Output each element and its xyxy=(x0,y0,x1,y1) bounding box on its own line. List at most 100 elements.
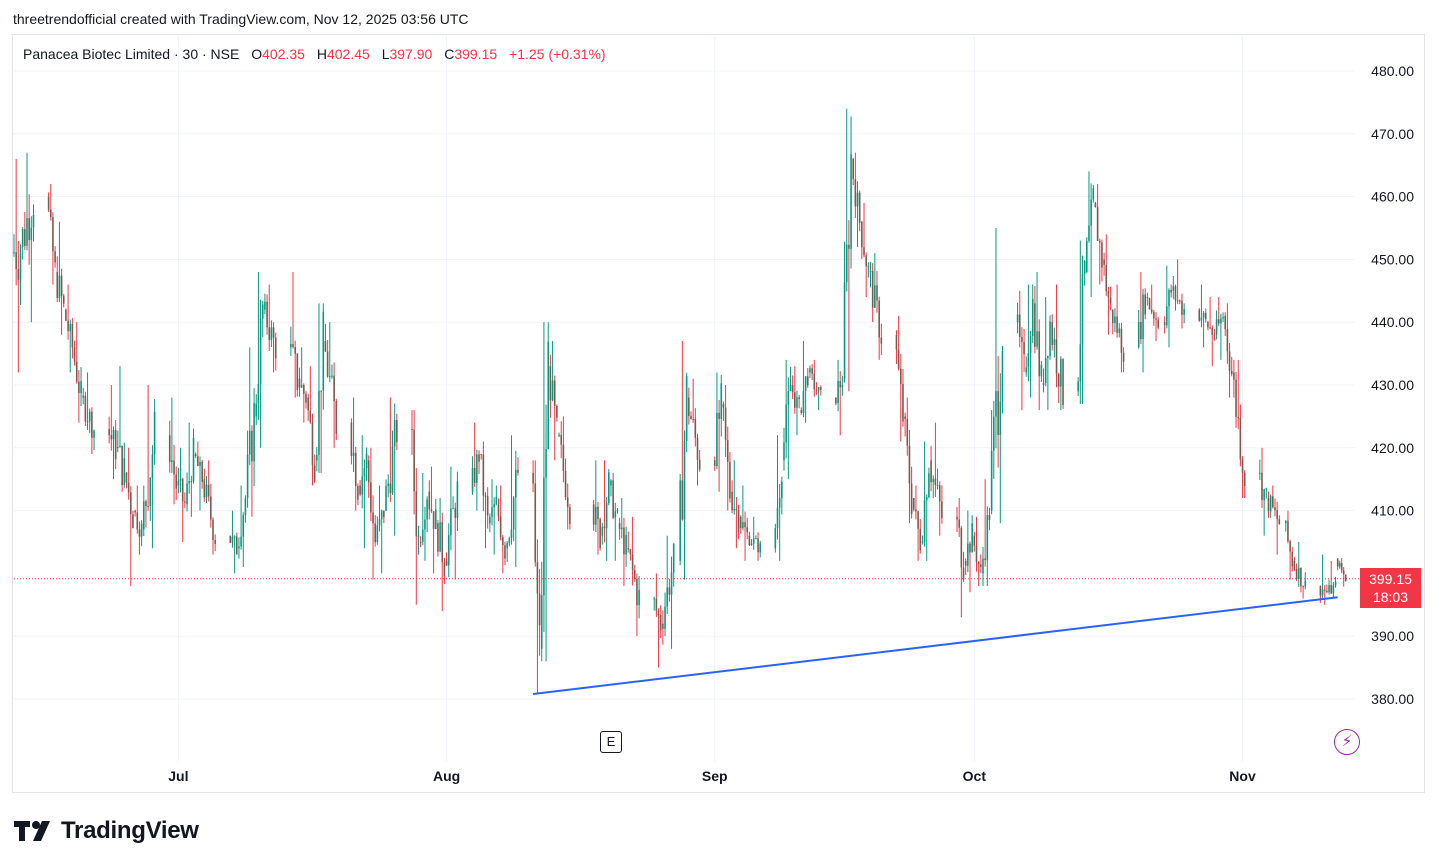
candle-body xyxy=(837,381,839,404)
x-tick-label: Jul xyxy=(168,768,188,784)
candle-body xyxy=(543,477,545,596)
y-tick-label: 430.00 xyxy=(1371,377,1414,393)
candle-body xyxy=(1336,558,1339,567)
candle-body xyxy=(1168,289,1170,307)
candle-body xyxy=(19,253,22,280)
candle-body xyxy=(1241,459,1244,473)
candle-body xyxy=(1342,570,1345,575)
candle-body xyxy=(47,196,50,210)
candle-body xyxy=(517,469,519,473)
lightning-icon[interactable]: ⚡ xyxy=(1334,729,1360,755)
candle-body xyxy=(1198,309,1201,321)
candle-body xyxy=(1295,568,1298,579)
candle-body xyxy=(318,390,320,455)
candle-body xyxy=(969,543,971,553)
candle-body xyxy=(720,383,723,419)
candle-body xyxy=(1060,359,1062,387)
candle-body xyxy=(534,483,537,563)
candle-body xyxy=(1049,321,1051,357)
candle-body xyxy=(138,529,141,537)
candle-body xyxy=(731,491,733,511)
candle-body xyxy=(1226,329,1229,352)
candle-body xyxy=(307,397,309,411)
candle-body xyxy=(1274,507,1276,511)
candle-body xyxy=(1170,289,1172,293)
candle-body xyxy=(439,522,441,552)
candle-body xyxy=(904,416,906,419)
candle-body xyxy=(456,481,459,518)
candle-body xyxy=(1062,359,1064,406)
candle-body xyxy=(491,507,493,517)
candle-body xyxy=(421,529,424,543)
candle-body xyxy=(1088,225,1090,241)
candle-body xyxy=(921,541,924,543)
open-value: 402.35 xyxy=(262,46,305,62)
candle-body xyxy=(484,495,487,497)
candle-body xyxy=(1220,318,1222,324)
candle-body xyxy=(499,516,502,538)
candle-body xyxy=(781,481,783,499)
candle-body xyxy=(1090,199,1092,226)
candle-body xyxy=(504,545,506,559)
candle-body xyxy=(679,480,681,561)
candle-body xyxy=(683,440,686,520)
candle-body xyxy=(1222,317,1224,319)
candle-body xyxy=(1332,585,1335,594)
candle-body xyxy=(1122,352,1125,362)
candle-body xyxy=(992,416,995,451)
candle-body xyxy=(614,511,617,518)
candle-body xyxy=(489,516,491,524)
candle-body xyxy=(26,218,28,246)
candle-body xyxy=(804,376,807,391)
candle-body xyxy=(789,384,792,392)
candle-body xyxy=(716,412,718,467)
candle-body xyxy=(802,390,805,413)
candle-body xyxy=(214,539,216,544)
candle-body xyxy=(365,453,368,469)
candle-body xyxy=(850,154,852,249)
earnings-marker[interactable]: E xyxy=(600,731,622,753)
candle-body xyxy=(1330,585,1333,594)
candle-body xyxy=(910,483,913,515)
candle-body xyxy=(231,536,234,543)
candle-body xyxy=(1328,585,1330,593)
open-label: O xyxy=(251,46,263,62)
candle-body xyxy=(91,411,93,438)
candle-body xyxy=(17,269,20,280)
candle-body xyxy=(698,459,701,470)
candle-body xyxy=(1243,472,1246,487)
close-label: C xyxy=(444,46,455,62)
candle-body xyxy=(210,496,212,520)
candle-body xyxy=(447,535,450,566)
candle-body xyxy=(1098,240,1101,243)
candle-body xyxy=(175,474,178,489)
candle-body xyxy=(865,255,867,267)
candle-body xyxy=(199,461,201,466)
candle-body xyxy=(168,435,171,462)
candle-body xyxy=(93,430,95,438)
candle-body xyxy=(58,275,61,299)
candle-body xyxy=(1001,351,1004,402)
candle-body xyxy=(1163,322,1166,326)
candle-body xyxy=(566,497,569,508)
candle-body xyxy=(119,445,121,448)
candle-body xyxy=(298,378,301,388)
candle-body xyxy=(437,523,439,552)
candle-body xyxy=(871,270,874,308)
candle-body xyxy=(186,483,188,505)
candle-body xyxy=(1155,318,1157,320)
x-tick-label: Nov xyxy=(1229,768,1256,784)
candle-body xyxy=(694,418,697,438)
candle-body xyxy=(264,301,266,310)
candle-body xyxy=(653,598,656,600)
candle-body xyxy=(136,512,139,530)
candle-body xyxy=(631,554,634,571)
candle-body xyxy=(333,375,335,402)
candle-body xyxy=(932,478,935,483)
candle-body xyxy=(71,323,74,348)
candle-body xyxy=(151,454,154,478)
candle-body xyxy=(335,401,338,434)
candle-body xyxy=(452,508,454,510)
low-value: 397.90 xyxy=(389,46,433,62)
